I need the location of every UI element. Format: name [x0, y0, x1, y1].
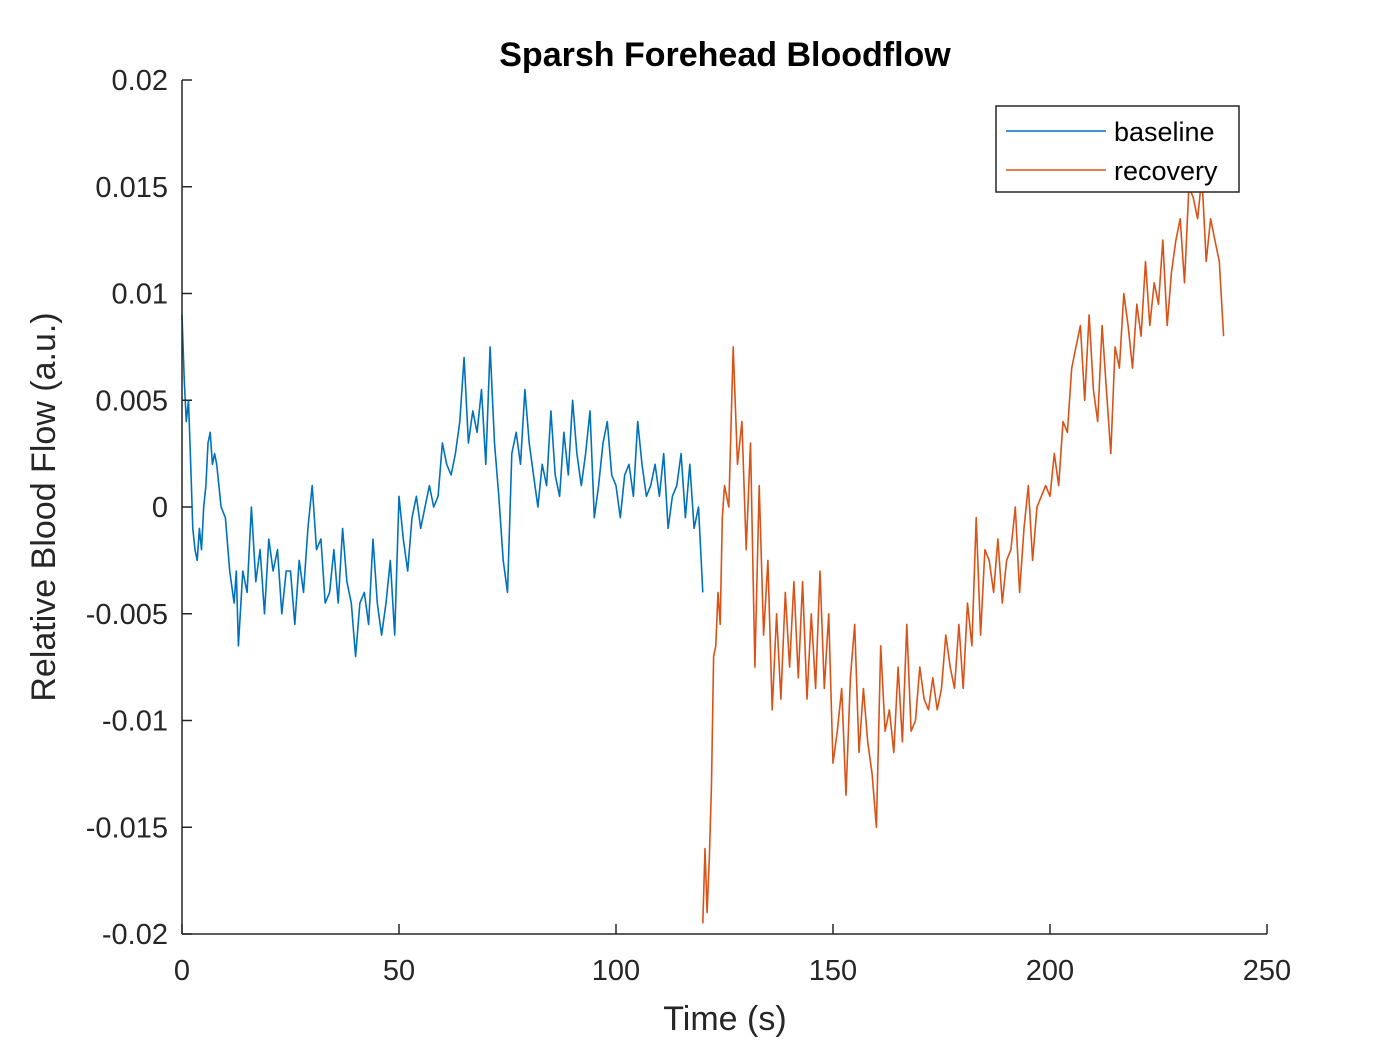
- y-tick-label: -0.01: [102, 706, 168, 738]
- x-tick-label: 150: [809, 955, 857, 987]
- y-tick-label: 0.015: [95, 172, 168, 204]
- series-layer: [181, 175, 1225, 924]
- y-tick-label: -0.015: [86, 812, 168, 844]
- legend-label-recovery: recovery: [1114, 156, 1218, 186]
- x-tick-label: 100: [592, 955, 640, 987]
- x-tick-label: 250: [1243, 955, 1291, 987]
- chart-title: Sparsh Forehead Bloodflow: [499, 36, 951, 74]
- y-tick-label: 0.02: [112, 65, 168, 97]
- x-tick-label: 0: [174, 955, 190, 987]
- y-tick-label: -0.02: [102, 919, 168, 951]
- y-tick-label: -0.005: [86, 599, 168, 631]
- x-tick-label: 50: [383, 955, 415, 987]
- series-line-recovery: [702, 175, 1225, 924]
- legend: baseline recovery: [995, 105, 1240, 193]
- legend-label-baseline: baseline: [1114, 117, 1215, 147]
- series-line-baseline: [181, 314, 704, 658]
- axes: 0 50 100 150 200 250 -0.02 -0.015 -0.01 -0.005 0 0.…: [86, 65, 1291, 987]
- y-tick-label: 0.005: [95, 385, 168, 417]
- x-axis-label: Time (s): [663, 1000, 786, 1038]
- x-tick-label: 200: [1026, 955, 1074, 987]
- plot-area: 0 50 100 150 200 250 -0.02 -0.015 -0.01 -0.005 0 0.…: [86, 65, 1291, 987]
- y-tick-label: 0.01: [112, 279, 168, 311]
- y-tick-label: 0: [152, 492, 168, 524]
- legend-entries: baseline recovery: [1006, 117, 1218, 186]
- y-axis-label: Relative Blood Flow (a.u.): [25, 312, 63, 701]
- legend-box: [995, 105, 1240, 193]
